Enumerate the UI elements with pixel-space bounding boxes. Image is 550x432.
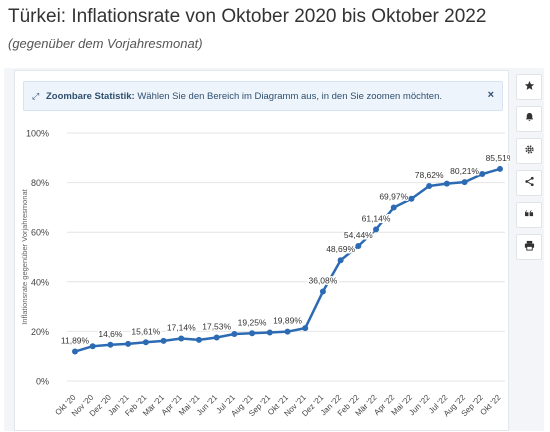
y-tick-label: 20%: [31, 327, 49, 337]
x-tick-label: Okt '22: [478, 392, 502, 416]
toolbar: [516, 74, 542, 266]
data-point: [160, 337, 167, 344]
share-button[interactable]: [516, 170, 542, 196]
data-point: [479, 171, 486, 178]
y-tick-label: 40%: [31, 277, 49, 287]
data-point: [266, 329, 273, 336]
data-point: [178, 335, 185, 342]
x-tick-label: Jun '22: [407, 392, 432, 417]
data-point: [195, 336, 202, 343]
data-point: [125, 340, 132, 347]
star-icon: [524, 80, 535, 94]
data-point: [319, 288, 326, 295]
data-label: 11,89%: [61, 336, 90, 346]
data-point: [213, 334, 220, 341]
data-point: [390, 204, 397, 211]
cite-button[interactable]: [516, 202, 542, 228]
data-label: 54,44%: [344, 230, 373, 240]
data-label: 61,14%: [362, 213, 391, 223]
data-label: 19,25%: [238, 317, 267, 327]
page-title: Türkei: Inflationsrate von Oktober 2020 …: [8, 6, 487, 27]
data-point: [443, 180, 450, 187]
line-chart[interactable]: 0% 20% 40% 60% 80% 100% Inflationsrate gegenüb…: [15, 71, 510, 432]
data-point: [408, 195, 415, 202]
data-label: 36,08%: [308, 276, 337, 286]
close-icon[interactable]: ×: [487, 89, 494, 101]
zoom-icon: ⤢: [32, 91, 40, 101]
data-label: 80,21%: [450, 166, 479, 176]
share-icon: [524, 176, 535, 190]
bell-icon: [524, 112, 535, 126]
notification-button[interactable]: [516, 106, 542, 132]
data-point: [373, 226, 380, 233]
data-point: [497, 165, 503, 172]
data-label: 85,51%: [486, 153, 510, 163]
data-point: [249, 330, 256, 337]
y-tick-label: 80%: [31, 178, 49, 188]
y-tick-label: 60%: [31, 228, 49, 238]
statistic-panel: ⤢ Zoombare Statistik: Wählen Sie den Ber…: [4, 68, 544, 431]
data-point: [107, 341, 114, 348]
data-point: [89, 343, 96, 350]
x-tick-label: Jun '21: [195, 392, 220, 417]
data-point: [231, 331, 238, 338]
favorite-button[interactable]: [516, 74, 542, 100]
data-label: 19,89%: [273, 316, 302, 326]
gear-icon: [524, 144, 535, 158]
chart-card: ⤢ Zoombare Statistik: Wählen Sie den Ber…: [14, 70, 510, 432]
print-button[interactable]: [516, 234, 542, 260]
data-point: [142, 339, 149, 346]
data-point: [355, 242, 362, 249]
data-point: [72, 348, 78, 355]
zoom-info-bold: Zoombare Statistik:: [46, 91, 135, 102]
data-label: 78,62%: [415, 170, 444, 180]
print-icon: [524, 240, 535, 254]
y-tick-label: 0%: [36, 377, 49, 387]
data-label: 17,53%: [202, 322, 231, 332]
zoom-info-message: Wählen Sie den Bereich im Diagramm aus, …: [134, 91, 443, 102]
data-label: 17,14%: [167, 322, 196, 332]
y-tick-label: 100%: [26, 129, 49, 139]
data-label: 48,69%: [326, 244, 355, 254]
zoom-info-box: ⤢ Zoombare Statistik: Wählen Sie den Ber…: [23, 81, 503, 111]
y-axis-label: Inflationsrate gegenüber Vorjahresmonat: [20, 188, 29, 324]
quote-icon: [524, 208, 535, 222]
page-subtitle: (gegenüber dem Vorjahresmonat): [8, 36, 203, 51]
data-label: 15,61%: [131, 326, 160, 336]
data-point: [426, 183, 433, 190]
data-label: 69,97%: [379, 191, 408, 201]
data-point: [337, 257, 344, 264]
zoom-info-text: Zoombare Statistik: Wählen Sie den Berei…: [46, 91, 442, 102]
data-point: [284, 328, 291, 335]
settings-button[interactable]: [516, 138, 542, 164]
data-point: [302, 325, 309, 332]
data-label: 14,6%: [98, 329, 123, 339]
data-point: [461, 179, 468, 186]
